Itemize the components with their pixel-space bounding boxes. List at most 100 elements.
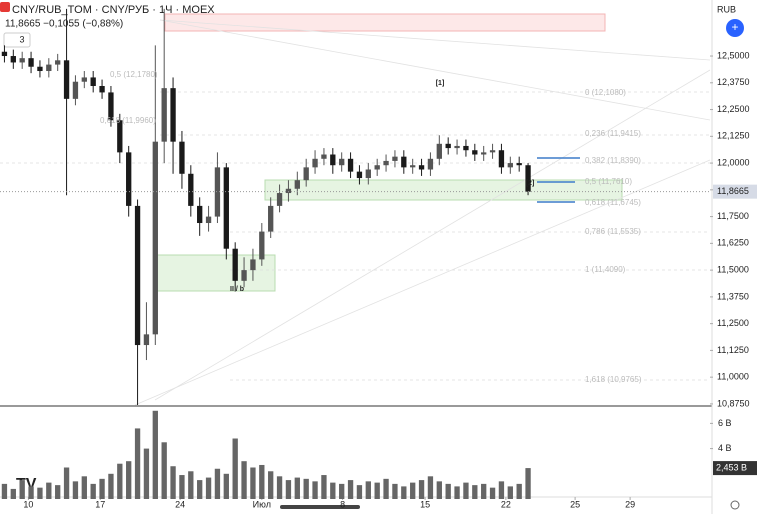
candle-body [392,156,398,161]
x-tick-label: 15 [420,499,430,509]
symbol-title[interactable]: CNY/RUB_TOM · CNY/РУБ · 1Ч · MOEX [12,4,215,16]
wave-label: [2] [526,180,535,187]
volume-bar [197,480,203,499]
fib-label: 0 (12,1080) [585,88,626,97]
volume-bar [81,476,87,499]
supply-zone [164,13,606,32]
volume-bar [276,476,283,499]
v-tick-label: 6 В [718,418,732,428]
candle-body [445,143,451,149]
y-tick-label: 12,5000 [717,50,750,60]
x-tick-label: 8 [340,499,345,509]
volume-bar [294,477,300,499]
candle-body [161,88,167,142]
volume-bar [72,481,79,499]
volume-bar [90,483,96,499]
y-tick-label: 11,3750 [717,291,749,301]
volume-bar [143,448,150,499]
candle-body [276,193,283,206]
volume-bar [170,466,176,499]
indicator-count: 3 [19,34,24,44]
candle-body [223,167,229,249]
y-tick-label: 11,0000 [717,372,749,382]
volume-bar [330,482,336,499]
candle-body [170,88,176,142]
candle-body [321,154,327,159]
candle-body [454,145,460,149]
fib-label: 0,618 (11,9960) [100,116,156,125]
candle-body [99,86,105,93]
fib-label: 0,786 (11,5535) [585,227,641,236]
candle-body [472,150,478,155]
volume-bar [134,428,141,499]
volume-bar [179,475,185,499]
volume-bar [1,483,8,499]
candle-body [46,64,52,72]
volume-bar [214,468,221,499]
x-tick-label: 29 [625,499,635,509]
volume-bar [339,483,345,499]
wave-label: [1] [436,80,445,87]
trend-lines [134,19,711,406]
y-tick-label: 12,3750 [717,77,750,87]
volume-bar [108,473,114,499]
fib-label: 0,5 (12,1780) [110,70,158,79]
candle-body [383,160,389,166]
fib-label: 0,382 (11,8390) [585,156,641,165]
x-tick-label: 17 [95,499,105,509]
fib-label: 1 (11,4090) [585,265,626,274]
candle-body [312,158,318,168]
volume-bar [241,461,247,499]
volume-bar [401,486,407,499]
candle-body [436,143,442,159]
x-tick-label: Июл [253,499,271,509]
candle-body [197,205,203,224]
volume-bar [250,467,256,499]
volume-bar [117,463,123,499]
candle-body [410,165,416,168]
add-button[interactable] [726,19,744,37]
volume-bar [161,442,167,499]
fib-label: 0,5 (11,7610) [585,177,632,186]
volume-bar [525,468,531,499]
y-tick-label: 10,8750 [717,398,750,408]
candle-body [19,58,25,63]
volume-bar [463,482,469,499]
candle-body [143,334,150,346]
currency[interactable]: RUB [717,4,736,14]
x-tick-label: 22 [501,499,511,509]
demand-zone [154,254,276,292]
volume-bar [498,481,505,499]
candle-body [241,270,247,281]
volume-bar [46,482,52,499]
candle-body [250,259,256,271]
candle-body [294,180,300,189]
volume-bar [321,475,327,499]
candle-body [330,154,336,166]
volume-bar [516,483,522,499]
v-tick-label: 4 В [718,443,732,453]
wave-label: II / b [230,286,244,293]
candle-body [1,51,8,57]
last-volume-box [713,461,757,476]
indicators-toggle[interactable] [3,32,31,48]
volume-bar [445,483,451,499]
candle-body [498,150,505,168]
y-tick-label: 11,6250 [717,238,749,248]
candle-body [188,173,194,206]
y-tick-label: 11,7500 [717,211,749,221]
volume-bar [19,480,25,499]
candle-body [10,56,16,63]
volume-bar [365,481,371,499]
candle-body [37,66,43,72]
candle-body [339,158,345,166]
volume-bar [347,480,354,499]
volume-bar [427,476,434,499]
last-volume-label: 2,453 В [716,462,747,472]
scrollbar[interactable] [280,505,360,509]
volume-bar [28,486,34,499]
settings-button[interactable] [730,500,740,510]
volume-bar [285,480,292,499]
